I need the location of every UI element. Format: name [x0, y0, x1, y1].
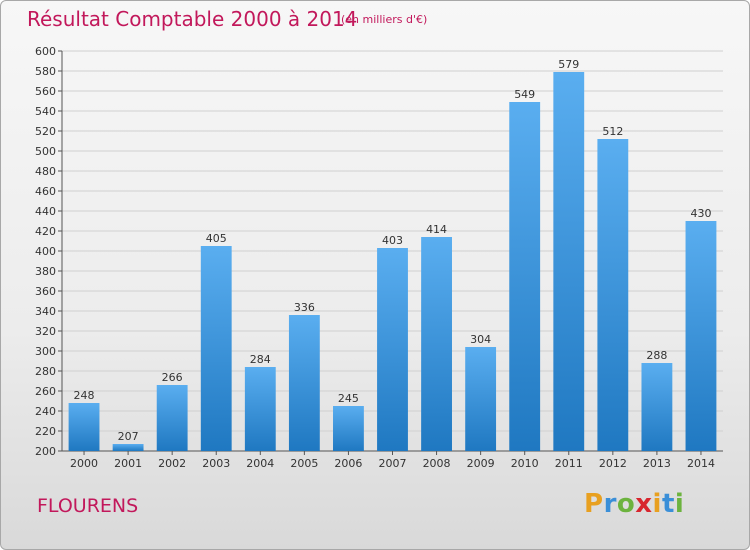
data-label-2011: 579 — [558, 58, 579, 71]
y-tick-label: 440 — [35, 205, 56, 218]
data-label-2001: 207 — [118, 430, 139, 443]
y-tick-label: 300 — [35, 345, 56, 358]
commune-name: FLOURENS — [37, 495, 139, 517]
y-tick-label: 420 — [35, 225, 56, 238]
y-tick-label: 480 — [35, 165, 56, 178]
x-tick-label-2009: 2009 — [467, 457, 495, 470]
bar-2004 — [244, 367, 276, 451]
bar-2003 — [200, 246, 232, 451]
bar-2001 — [112, 444, 144, 451]
data-label-2003: 405 — [206, 232, 227, 245]
bar-2005 — [288, 315, 320, 451]
y-tick-label: 320 — [35, 325, 56, 338]
data-label-2013: 288 — [646, 349, 667, 362]
y-tick-label: 200 — [35, 445, 56, 458]
bar-2011 — [553, 72, 585, 451]
x-tick-label-2013: 2013 — [643, 457, 671, 470]
y-tick-label: 360 — [35, 285, 56, 298]
x-tick-label-2010: 2010 — [511, 457, 539, 470]
y-tick-label: 540 — [35, 105, 56, 118]
y-tick-label: 260 — [35, 385, 56, 398]
data-label-2007: 403 — [382, 234, 403, 247]
y-tick-label: 400 — [35, 245, 56, 258]
data-label-2002: 266 — [162, 371, 183, 384]
x-tick-label-2001: 2001 — [114, 457, 142, 470]
y-tick-label: 560 — [35, 85, 56, 98]
y-tick-label: 240 — [35, 405, 56, 418]
data-label-2008: 414 — [426, 223, 447, 236]
bar-2013 — [641, 363, 673, 451]
bar-2008 — [421, 237, 452, 451]
x-tick-label-2002: 2002 — [158, 457, 186, 470]
y-tick-label: 500 — [35, 145, 56, 158]
x-tick-label-2006: 2006 — [334, 457, 362, 470]
x-tick-label-2012: 2012 — [599, 457, 627, 470]
data-label-2000: 248 — [74, 389, 95, 402]
data-label-2009: 304 — [470, 333, 491, 346]
y-tick-label: 600 — [35, 45, 56, 58]
data-label-2012: 512 — [602, 125, 623, 138]
y-tick-label: 340 — [35, 305, 56, 318]
bar-2000 — [68, 403, 100, 451]
x-tick-label-2014: 2014 — [687, 457, 715, 470]
bar-2010 — [509, 102, 541, 451]
y-tick-label: 520 — [35, 125, 56, 138]
bar-2006 — [333, 406, 364, 451]
proxiti-logo: Proxiti — [584, 489, 685, 519]
y-tick-label: 220 — [35, 425, 56, 438]
bars — [68, 72, 717, 451]
bar-2007 — [377, 248, 408, 451]
x-tick-label-2008: 2008 — [423, 457, 451, 470]
y-tick-label: 380 — [35, 265, 56, 278]
x-tick-label-2003: 2003 — [202, 457, 230, 470]
chart-subtitle: (en milliers d'€) — [341, 13, 428, 26]
data-label-2010: 549 — [514, 88, 535, 101]
bar-2012 — [597, 139, 629, 451]
x-tick-label-2004: 2004 — [246, 457, 274, 470]
data-label-2004: 284 — [250, 353, 271, 366]
y-tick-label: 580 — [35, 65, 56, 78]
x-tick-label-2007: 2007 — [379, 457, 407, 470]
y-tick-label: 460 — [35, 185, 56, 198]
chart-title: Résultat Comptable 2000 à 2014 — [27, 7, 358, 31]
bar-2009 — [465, 347, 497, 451]
data-label-2014: 430 — [690, 207, 711, 220]
data-label-2005: 336 — [294, 301, 315, 314]
x-tick-label-2000: 2000 — [70, 457, 98, 470]
x-tick-label-2005: 2005 — [290, 457, 318, 470]
bar-2014 — [685, 221, 717, 451]
labels: 200 220 240 260 280 300 320 340 360 380 400 420 440 4… — [35, 45, 715, 470]
y-tick-label: 280 — [35, 365, 56, 378]
data-label-2006: 245 — [338, 392, 359, 405]
x-tick-label-2011: 2011 — [555, 457, 583, 470]
bar-2002 — [156, 385, 188, 451]
